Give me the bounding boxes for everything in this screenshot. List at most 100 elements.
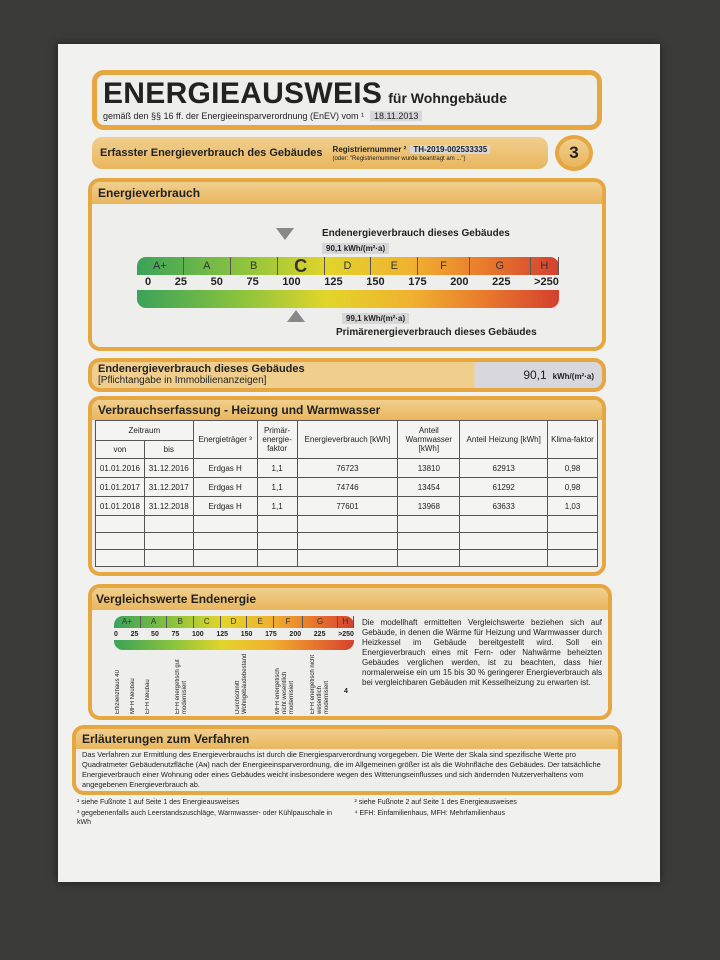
table-cell: Erdgas H — [192, 496, 258, 516]
table-cell — [192, 515, 258, 533]
class-G: G — [303, 616, 338, 628]
table-cell — [256, 549, 298, 567]
class-D: D — [325, 257, 372, 275]
table-row: 01.01.2016 31.12.2016 Erdgas H 1,1 76723 1381… — [95, 458, 598, 478]
class-E: E — [247, 616, 274, 628]
table-cell: 01.01.2017 — [95, 477, 145, 497]
page-number: 3 — [555, 135, 593, 171]
table-cell: 31.12.2016 — [143, 458, 194, 478]
class-H: H — [338, 616, 354, 628]
table-cell — [256, 532, 298, 550]
footnote-2: ² siehe Fußnote 2 auf Seite 1 des Energi… — [354, 799, 517, 806]
th-bis: bis — [143, 440, 194, 459]
pflicht-value-row: 90,1 kWh/(m²·a) — [523, 368, 594, 382]
table-cell: 01.01.2016 — [95, 458, 145, 478]
enev-date: 18.11.2013 — [369, 111, 423, 121]
pflichtangabe-box: Endenergieverbrauch dieses Gebäudes [Pfl… — [88, 358, 606, 392]
comparison-label: MFH Neubau — [130, 678, 136, 714]
table-row: 01.01.2018 31.12.2018 Erdgas H 1,1 77601 1396… — [95, 496, 598, 516]
energy-scale-bottom — [137, 290, 559, 308]
th-klima: Klima-faktor — [547, 420, 598, 459]
tick-label: 175 — [408, 276, 427, 288]
comparison-label: Durchschnitt Wohngebäudebestand — [235, 653, 248, 714]
tick-label: 50 — [210, 276, 223, 288]
legal-text: gemäß den §§ 16 ff. der Energieeinsparve… — [103, 111, 364, 121]
class-B: B — [167, 616, 194, 628]
table-cell: Erdgas H — [192, 477, 258, 497]
tick-label: 25 — [130, 631, 139, 638]
table-cell: 62913 — [459, 458, 548, 478]
class-E: E — [371, 257, 419, 275]
footnote-1: ¹ siehe Fußnote 1 auf Seite 1 des Energi… — [77, 799, 240, 806]
reg-row: Registriernummer ² TH-2019-002533335 — [333, 144, 491, 154]
table-cell: 1,03 — [547, 496, 598, 516]
vergleich-text: Die modellhaft ermittelten Vergleichswer… — [362, 618, 602, 687]
vergleich-title: Vergleichswerte Endenergie — [92, 588, 608, 610]
footnote-3: ³ gegebenenfalls auch Leerstandszuschläg… — [77, 810, 332, 826]
tick-label: 100 — [191, 631, 204, 638]
table-cell — [459, 515, 548, 533]
tick-label: 225 — [313, 631, 326, 638]
comparison-label: EFH energetisch gut modernisiert — [175, 659, 188, 714]
section-header: Erfasster Energieverbrauch des Gebäudes … — [92, 137, 548, 169]
table-cell: 76723 — [296, 458, 399, 478]
tick-label: 200 — [289, 631, 302, 638]
table-cell — [296, 515, 399, 533]
table-cell — [95, 549, 145, 567]
reg-note: (oder: "Registriernummer wurde beantragt… — [332, 155, 466, 162]
th-traeger: Energieträger ³ — [192, 420, 258, 459]
reg-value: TH-2019-002533335 — [410, 144, 491, 154]
th-zeitraum: Zeitraum — [95, 420, 194, 441]
tick-label: 75 — [246, 276, 259, 288]
verbrauch-title: Verbrauchserfassung - Heizung und Warmwa… — [92, 400, 602, 420]
th-ww: Anteil Warmwasser [kWh] — [397, 420, 461, 459]
tick-label: 150 — [240, 631, 253, 638]
comparison-label: Effizienzhaus 40 — [115, 670, 121, 714]
table-cell — [95, 515, 145, 533]
class-G: G — [470, 257, 531, 275]
table-cell: 61292 — [459, 477, 548, 497]
arrow-up-icon — [287, 310, 305, 322]
tick-label: 100 — [282, 276, 301, 288]
prim-label: Primärenergieverbrauch dieses Gebäudes — [336, 327, 537, 338]
table-cell: 31.12.2017 — [143, 477, 194, 497]
tick-label: 75 — [171, 631, 180, 638]
table-cell — [459, 549, 548, 567]
table-cell: 0,98 — [547, 477, 598, 497]
tick-label: 225 — [492, 276, 511, 288]
class-F: F — [274, 616, 304, 628]
table-row: 01.01.2017 31.12.2017 Erdgas H 1,1 74746 1345… — [95, 477, 598, 497]
table-cell: 1,1 — [256, 458, 298, 478]
class-Aplus: A+ — [114, 616, 141, 628]
table-cell: 77601 — [296, 496, 399, 516]
tick-label: 175 — [265, 631, 277, 638]
comparison-label: MFH energetisch nicht wesentlich moderni… — [275, 668, 295, 714]
tick-label: 50 — [151, 631, 159, 638]
tick-label: >250 — [534, 276, 559, 288]
tick-label: 200 — [450, 276, 469, 288]
table-cell — [547, 549, 598, 567]
verbrauch-table: Zeitraum Energieträger ³ Primär-energie-… — [95, 420, 598, 567]
footnote-mark: 4 — [344, 688, 348, 695]
table-cell — [547, 515, 598, 533]
table-cell — [547, 532, 598, 550]
class-H: H — [531, 257, 559, 275]
table-cell: 31.12.2018 — [143, 496, 194, 516]
tick-label: 0 — [145, 276, 152, 288]
tick-label: 25 — [174, 276, 187, 288]
table-cell: 74746 — [296, 477, 399, 497]
end-value: 90,1 kWh/(m²·a) — [322, 243, 390, 254]
table-cell: Erdgas H — [192, 458, 258, 478]
class-D: D — [221, 616, 248, 628]
table-cell — [397, 515, 461, 533]
table-row — [95, 515, 598, 533]
energy-scale-top: A+ A B C D E F G H — [137, 257, 559, 275]
comparison-label: EFH energetisch nicht wesentlich moderni… — [310, 654, 330, 714]
table-cell — [192, 532, 258, 550]
class-B: B — [231, 257, 278, 275]
table-cell: 13454 — [397, 477, 461, 497]
energieverbrauch-title: Energieverbrauch — [92, 182, 602, 204]
table-cell: 0,98 — [547, 458, 598, 478]
erlaeuterung-title: Erläuterungen zum Verfahren — [76, 729, 618, 749]
vergleich-scale-bottom — [114, 640, 354, 650]
